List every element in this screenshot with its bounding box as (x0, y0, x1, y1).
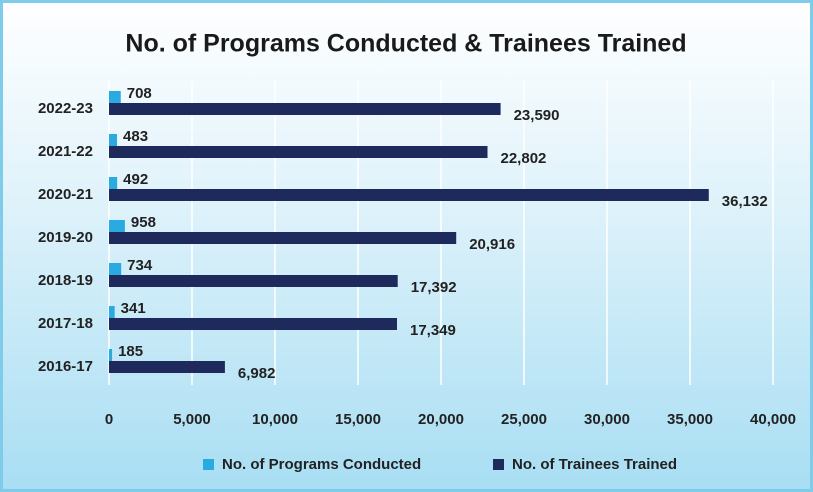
bar (109, 177, 118, 189)
x-tick-label: 0 (105, 411, 113, 428)
data-label: 17,392 (411, 279, 457, 296)
data-label: 708 (127, 85, 152, 102)
bar (109, 103, 501, 115)
legend-label: No. of Programs Conducted (222, 456, 421, 473)
x-tick-label: 10,000 (252, 411, 298, 428)
chart-title: No. of Programs Conducted & Trainees Tra… (125, 30, 686, 58)
data-label: 6,982 (238, 365, 276, 382)
bar (109, 220, 125, 232)
bar (109, 306, 115, 318)
data-label: 492 (123, 171, 148, 188)
x-tick-label: 15,000 (335, 411, 381, 428)
y-tick-label: 2019-20 (38, 229, 93, 246)
bar (109, 146, 488, 158)
data-label: 20,916 (469, 236, 515, 253)
legend-label: No. of Trainees Trained (512, 456, 677, 473)
y-tick-label: 2021-22 (38, 143, 93, 160)
data-label: 341 (121, 300, 146, 317)
legend-swatch (203, 459, 214, 470)
y-tick-label: 2016-17 (38, 358, 93, 375)
data-label: 36,132 (722, 193, 768, 210)
y-tick-label: 2018-19 (38, 272, 93, 289)
x-tick-label: 20,000 (418, 411, 464, 428)
bar (109, 275, 398, 287)
x-tick-label: 35,000 (667, 411, 713, 428)
bar (109, 232, 457, 244)
x-tick-label: 5,000 (173, 411, 211, 428)
x-tick-label: 25,000 (501, 411, 547, 428)
y-tick-label: 2022-23 (38, 100, 93, 117)
data-label: 958 (131, 214, 156, 231)
bar (109, 91, 121, 103)
data-label: 185 (118, 343, 143, 360)
y-tick-label: 2017-18 (38, 315, 93, 332)
bar (109, 189, 709, 201)
data-label: 734 (127, 257, 153, 274)
data-label: 23,590 (514, 107, 560, 124)
legend-swatch (493, 459, 504, 470)
x-tick-label: 30,000 (584, 411, 630, 428)
bar (109, 349, 113, 361)
data-label: 22,802 (501, 150, 547, 167)
bar (109, 263, 122, 275)
bar (109, 361, 225, 373)
bar (109, 134, 118, 146)
y-tick-label: 2020-21 (38, 186, 93, 203)
bar (109, 318, 397, 330)
data-label: 483 (123, 128, 148, 145)
x-tick-label: 40,000 (750, 411, 796, 428)
data-label: 17,349 (410, 322, 456, 339)
